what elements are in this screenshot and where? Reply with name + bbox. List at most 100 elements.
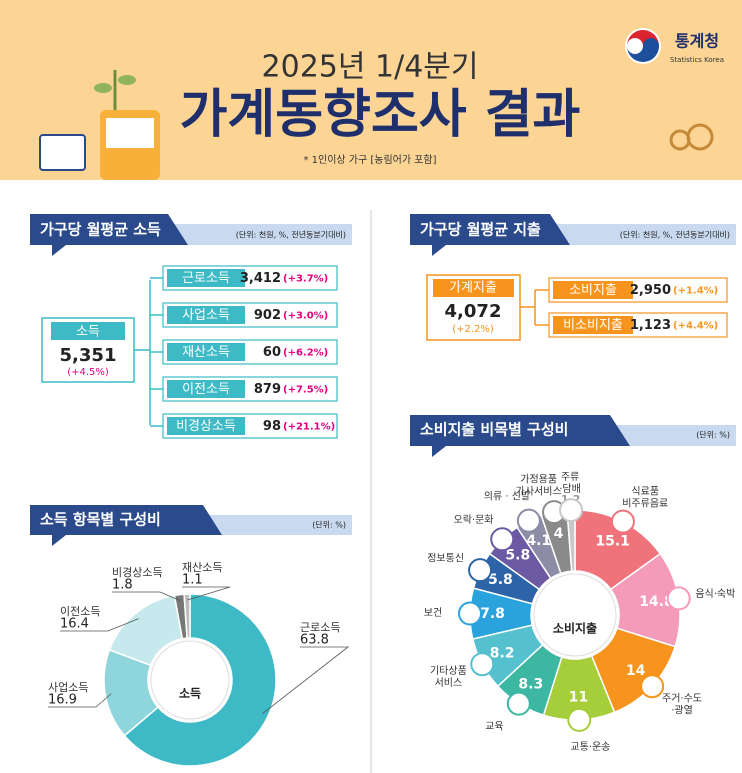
value-label: 1.8 [112, 578, 133, 593]
income-total-change: (+4.5%) [67, 367, 109, 378]
leader-line [48, 693, 112, 708]
category-label: 교통·운송 [570, 741, 610, 753]
category-label: 주류 ·담배 [559, 471, 581, 495]
category-label: 기타상품 서비스 [430, 665, 467, 689]
category-icon [610, 509, 635, 534]
value-label: 14.8 [639, 594, 674, 610]
category-label: 정보통신 [427, 553, 464, 565]
item-chip [167, 417, 245, 435]
expenditure-total-value: 4,072 [445, 301, 502, 322]
category-icon [468, 558, 493, 583]
item-chip [167, 343, 245, 361]
header-title: 가계동향조사 결과 [180, 85, 581, 145]
pie-unit: (단위: %) [312, 520, 346, 530]
pie-center-label: 소득 [179, 687, 201, 701]
item-label: 비소비지출 [563, 318, 623, 333]
item-change: (+21.1%) [283, 422, 335, 433]
category-label: 오락·문화 [454, 514, 494, 526]
income-banner [30, 214, 352, 256]
item-change: (+4.4%) [673, 321, 718, 332]
category-label: 음식·숙박 [695, 588, 735, 600]
item-value: 98 [263, 419, 281, 434]
expenditure-pie-banner [410, 415, 736, 457]
leader-line [182, 586, 231, 601]
item-label: 비경상소득 [176, 419, 236, 434]
pie-slice [123, 593, 277, 767]
income-total-value: 5,351 [60, 345, 117, 366]
category-icon [567, 707, 592, 732]
expenditure-unit: (단위: 천원, %, 전년동분기대비) [620, 230, 730, 240]
pie-slice [183, 593, 191, 639]
category-icon [490, 527, 515, 552]
category-label: 식료품 비주류음료 [622, 486, 668, 510]
category-label: 사업소득 [48, 681, 88, 694]
item-change: (+6.2%) [283, 348, 328, 359]
item-label: 재산소득 [182, 345, 230, 360]
value-label: 5.8 [505, 548, 530, 564]
item-change: (+1.4%) [673, 286, 718, 297]
leader-line [262, 646, 350, 714]
header-period: 2025년 1/4분기 [262, 50, 479, 85]
header-illustration [39, 70, 714, 180]
category-icon [458, 601, 483, 626]
item-change: (+7.5%) [283, 385, 328, 396]
pie-center [150, 640, 230, 720]
pie-unit: (단위: %) [696, 430, 730, 440]
expenditure-total-change: (+2.2%) [452, 324, 494, 335]
pie-title: 소득 항목별 구성비 [40, 511, 161, 529]
item-value: 2,950 [630, 283, 671, 298]
category-label: 의류 · 신발 [484, 490, 530, 502]
income-unit: (단위: 천원, %, 전년동분기대비) [236, 230, 346, 240]
income-title: 가구당 월평균 소득 [40, 221, 161, 239]
category-icon [559, 498, 584, 523]
item-chip [167, 306, 245, 324]
value-label: 8.3 [518, 677, 543, 693]
value-label: 15.1 [595, 534, 630, 550]
item-value: 60 [263, 345, 281, 360]
item-value: 879 [254, 382, 281, 397]
value-label: 16.9 [48, 693, 77, 708]
category-label: 가정용품 가사서비스 [516, 474, 562, 498]
category-icon [640, 674, 665, 699]
value-label: 4 [554, 526, 564, 542]
income-total-box [41, 280, 151, 425]
value-label: 14 [626, 663, 646, 679]
item-value: 902 [254, 308, 281, 323]
logo-subtext: Statistics Korea [670, 56, 724, 64]
pie-title: 소비지출 비목별 구성비 [420, 421, 568, 439]
category-label: 이전소득 [60, 605, 100, 618]
value-label: 63.8 [300, 633, 329, 648]
logo [625, 28, 661, 64]
value-label: 4.1 [526, 533, 551, 549]
category-icon [666, 586, 691, 611]
header-note: * 1인이상 가구 [농림어가 포함] [303, 154, 436, 166]
item-label: 사업소득 [182, 308, 230, 323]
income-pie-banner [30, 505, 352, 546]
pie-center-label: 소비지출 [553, 621, 597, 636]
category-icon [516, 508, 541, 533]
expenditure-total-box [426, 274, 536, 341]
item-chip [167, 269, 245, 287]
expenditure-banner [410, 214, 736, 256]
logo-text: 통계청 [675, 32, 719, 51]
value-label: 16.4 [60, 617, 89, 632]
item-change: (+3.0%) [283, 311, 328, 322]
category-label: 근로소득 [300, 621, 340, 634]
pie-center [533, 573, 617, 657]
leader-line [112, 591, 181, 601]
item-chip [553, 316, 633, 334]
category-label: 비경상소득 [112, 566, 163, 579]
category-label: 주거·수도 ·광열 [662, 693, 702, 717]
item-value: 1,123 [630, 318, 671, 333]
item-chip [167, 380, 245, 398]
value-label: 8.2 [490, 646, 515, 662]
category-label: 보건 [424, 607, 442, 619]
leader-line [60, 618, 139, 632]
category-icon [470, 652, 495, 677]
category-label: 재산소득 [182, 561, 222, 574]
item-value: 3,412 [240, 271, 281, 286]
item-change: (+3.7%) [283, 274, 328, 285]
expenditure-title: 가구당 월평균 지출 [420, 221, 541, 239]
